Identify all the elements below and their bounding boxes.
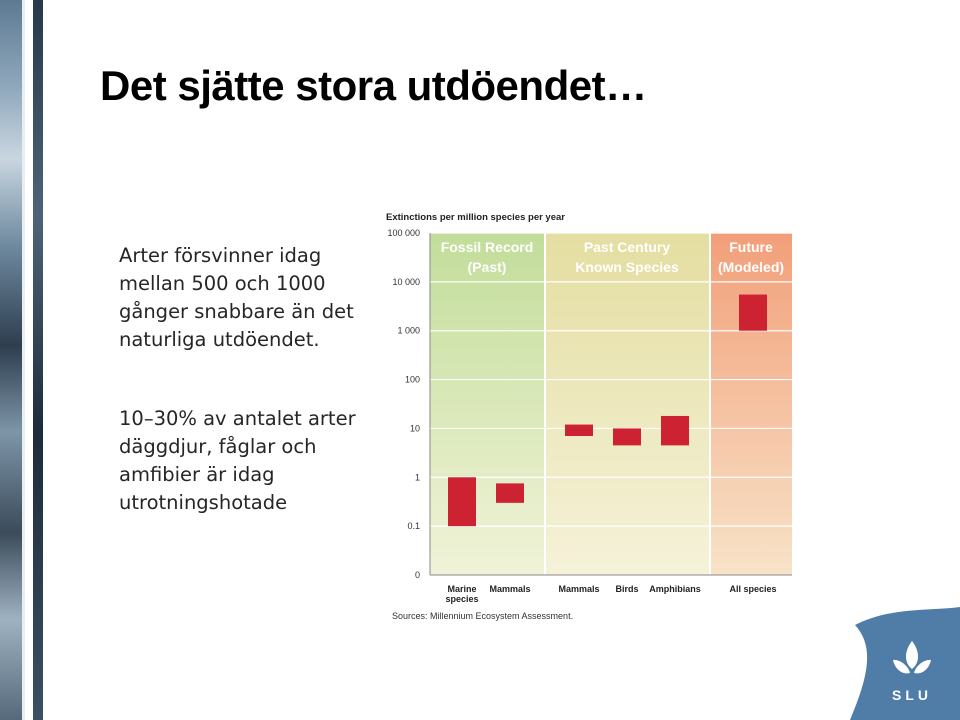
y-tick-label: 10 000	[392, 277, 420, 287]
group-label-fossil-line1: Fossil Record	[441, 239, 534, 255]
band-future	[710, 233, 792, 575]
x-tick-label: Mammals	[558, 584, 599, 594]
group-label-future-line1: Future	[729, 239, 773, 255]
side-photo-strip	[0, 0, 22, 720]
band-fossil	[430, 233, 545, 575]
y-tick-label: 10	[410, 423, 420, 433]
side-divider	[22, 0, 25, 720]
y-tick-label: 100	[405, 375, 420, 385]
x-tick-label: Mammals	[489, 584, 530, 594]
chart-source: Sources: Millennium Ecosystem Assessment…	[392, 611, 573, 621]
body-paragraph-2: 10–30% av antalet arter däggdjur, fåglar…	[119, 407, 356, 514]
range-bar	[739, 294, 767, 331]
y-axis-title: Extinctions per million species per year	[386, 212, 565, 223]
logo-shape	[850, 607, 960, 720]
leaf-icon	[893, 641, 931, 674]
slu-logo: SLU	[850, 607, 960, 720]
y-tick-label: 0	[415, 570, 420, 580]
x-tick-label: Birds	[615, 584, 638, 594]
y-tick-labels: 0 0.1 1 10 100 1 000 10 000 100 000	[387, 228, 420, 580]
group-label-fossil-line2: (Past)	[468, 259, 507, 275]
body-paragraph-1: Arter försvinner idag mellan 500 och 100…	[119, 244, 354, 351]
group-label-past-line1: Past Century	[584, 239, 671, 255]
slide-title: Det sjätte stora utdöendet…	[100, 62, 647, 109]
y-tick-label: 100 000	[387, 228, 420, 238]
group-label-future-line2: (Modeled)	[718, 259, 784, 275]
logo-text: SLU	[892, 687, 932, 703]
range-bar	[661, 415, 689, 446]
side-photo-edge	[33, 0, 43, 720]
x-tick-label: All species	[729, 584, 776, 594]
x-tick-label: species	[445, 594, 478, 604]
y-tick-label: 1	[415, 472, 420, 482]
range-bar	[613, 428, 641, 446]
range-bar	[496, 483, 524, 503]
gridlines	[430, 232, 792, 527]
y-tick-label: 0.1	[407, 521, 420, 531]
range-bar	[448, 477, 476, 527]
range-bar	[565, 424, 593, 436]
extinction-rate-chart: Extinctions per million species per year…	[386, 212, 792, 621]
y-tick-label: 1 000	[397, 326, 420, 336]
group-label-past-line2: Known Species	[575, 259, 679, 275]
x-tick-label: Amphibians	[649, 584, 701, 594]
x-tick-label: Marine	[447, 584, 476, 594]
band-past-century	[545, 233, 710, 575]
range-bars	[448, 294, 767, 527]
